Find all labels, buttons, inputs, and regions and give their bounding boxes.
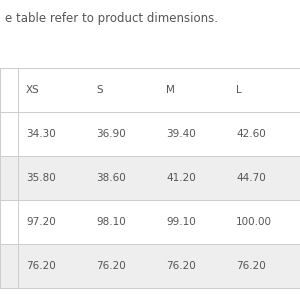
Text: 76.20: 76.20 — [26, 261, 56, 271]
Text: 42.60: 42.60 — [236, 129, 266, 139]
Text: 76.20: 76.20 — [236, 261, 266, 271]
Bar — [0, 156, 300, 200]
Text: L: L — [236, 85, 242, 95]
Text: 35.80: 35.80 — [26, 173, 56, 183]
Bar — [0, 68, 300, 112]
Text: 36.90: 36.90 — [96, 129, 126, 139]
Text: 38.60: 38.60 — [96, 173, 126, 183]
Text: XS: XS — [26, 85, 40, 95]
Text: 76.20: 76.20 — [96, 261, 126, 271]
Bar — [0, 200, 300, 244]
Text: 100.00: 100.00 — [236, 217, 272, 227]
Text: 76.20: 76.20 — [166, 261, 196, 271]
Text: 99.10: 99.10 — [166, 217, 196, 227]
Text: 97.20: 97.20 — [26, 217, 56, 227]
Text: 98.10: 98.10 — [96, 217, 126, 227]
Text: S: S — [96, 85, 103, 95]
Text: M: M — [166, 85, 175, 95]
Text: 41.20: 41.20 — [166, 173, 196, 183]
Text: 44.70: 44.70 — [236, 173, 266, 183]
Text: 34.30: 34.30 — [26, 129, 56, 139]
Bar — [0, 112, 300, 156]
Text: e table refer to product dimensions.: e table refer to product dimensions. — [5, 12, 218, 25]
Bar — [0, 244, 300, 288]
Text: 39.40: 39.40 — [166, 129, 196, 139]
